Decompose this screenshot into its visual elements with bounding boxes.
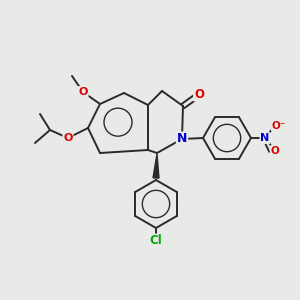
Text: N: N: [260, 133, 270, 143]
Text: N: N: [177, 133, 187, 146]
Text: O: O: [271, 146, 279, 156]
Text: Cl: Cl: [150, 235, 162, 248]
Text: O⁻: O⁻: [272, 121, 286, 131]
Polygon shape: [153, 154, 159, 178]
Text: O: O: [78, 87, 88, 97]
Text: O: O: [194, 88, 204, 100]
Text: O: O: [63, 133, 73, 143]
